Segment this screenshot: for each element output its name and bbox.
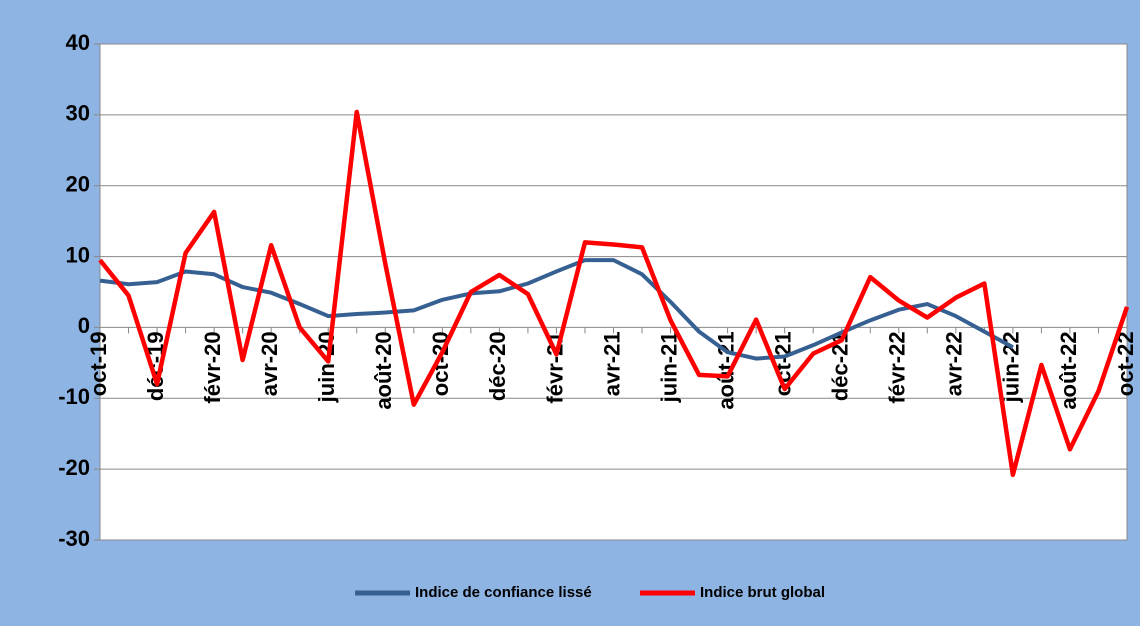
y-tick-label: 0: [78, 313, 90, 338]
y-tick-label: 20: [66, 172, 90, 197]
legend-label: Indice brut global: [700, 584, 825, 601]
legend-label: Indice de confiance lissé: [415, 584, 592, 601]
x-tick-label: déc-20: [485, 331, 510, 401]
x-tick-label: févr-22: [885, 331, 910, 403]
y-tick-label: -30: [58, 526, 90, 551]
x-tick-label: août-22: [1056, 331, 1081, 409]
x-tick-label: oct-19: [86, 331, 111, 396]
y-tick-label: 10: [66, 242, 90, 267]
y-tick-label: 40: [66, 30, 90, 55]
y-tick-label: -20: [58, 455, 90, 480]
y-tick-label: 30: [66, 101, 90, 126]
series-line: [98, 109, 1130, 478]
x-tick-label: juin-21: [656, 331, 681, 403]
x-tick-label: avr-20: [257, 331, 282, 396]
x-tick-label: avr-22: [942, 331, 967, 396]
plot-area: [99, 43, 1128, 541]
x-tick-label: avr-21: [599, 331, 624, 396]
y-tick-label: -10: [58, 384, 90, 409]
x-tick-label: août-20: [371, 331, 396, 409]
x-tick-label: juin-20: [314, 331, 339, 403]
x-tick-label: févr-21: [542, 331, 567, 403]
x-tick-label: févr-20: [200, 331, 225, 403]
series-line: [99, 258, 1014, 361]
